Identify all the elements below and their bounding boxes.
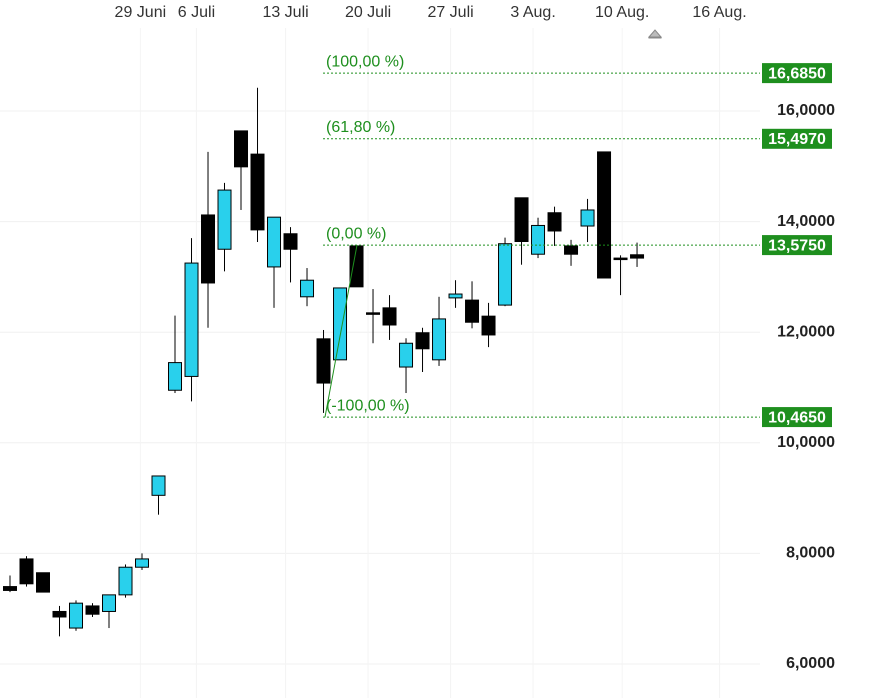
candle-body — [481, 315, 496, 336]
x-tick-label: 29 Juni — [115, 4, 167, 21]
x-tick-label: 3 Aug. — [510, 4, 555, 21]
candle-body — [36, 572, 51, 593]
candle-body — [19, 558, 34, 585]
x-tick-label: 16 Aug. — [692, 4, 746, 21]
candle-body — [366, 312, 381, 315]
candle-body — [349, 245, 364, 288]
candle-body — [316, 338, 331, 384]
scroll-marker — [647, 29, 663, 39]
candle-body — [151, 475, 166, 496]
fib-tag — [762, 63, 832, 84]
fib-label: (100,00 %) — [326, 53, 404, 70]
candle-body — [118, 566, 133, 596]
candle-body — [613, 257, 628, 261]
candle-body — [630, 254, 645, 259]
fib-value: 15,4970 — [768, 131, 826, 148]
fib-label: (-100,00 %) — [326, 397, 410, 414]
candle-body — [217, 189, 232, 250]
fib-value: 13,5750 — [768, 237, 826, 254]
y-tick-label: 12,0000 — [777, 323, 835, 340]
candle-body — [564, 245, 579, 255]
candle-body — [234, 130, 249, 168]
candle-body — [531, 224, 546, 255]
fib-label: (61,80 %) — [326, 119, 395, 136]
y-tick-label: 6,0000 — [786, 655, 835, 672]
candle-body — [333, 287, 348, 361]
y-tick-label: 10,0000 — [777, 434, 835, 451]
fib-tag — [762, 407, 832, 428]
candle-body — [283, 233, 298, 250]
x-tick-label: 10 Aug. — [595, 4, 649, 21]
candle-body — [52, 610, 67, 618]
fib-value: 16,6850 — [768, 65, 826, 82]
fib-value: 10,4650 — [768, 409, 826, 426]
grid — [0, 28, 760, 698]
candle-body — [2, 586, 17, 591]
candle-body — [168, 362, 183, 391]
candle-body — [498, 243, 513, 306]
y-tick-label: 8,0000 — [786, 545, 835, 562]
candle-body — [69, 602, 84, 629]
candle-body — [85, 605, 100, 615]
candle-body — [432, 318, 447, 361]
y-tick-label: 16,0000 — [777, 102, 835, 119]
candle-body — [382, 307, 397, 326]
candle-body — [580, 209, 595, 227]
y-tick-label: 14,0000 — [777, 213, 835, 230]
fib-label: (0,00 %) — [326, 225, 386, 242]
candle-body — [201, 214, 216, 284]
x-tick-label: 20 Juli — [345, 4, 391, 21]
candle-body — [135, 558, 150, 568]
fib-tag — [762, 128, 832, 149]
fib-tag — [762, 235, 832, 256]
x-tick-label: 6 Juli — [178, 4, 215, 21]
candle-body — [597, 151, 612, 279]
candle-body — [184, 262, 199, 377]
candle-body — [300, 279, 315, 298]
candle-body — [547, 212, 562, 232]
candle-body — [514, 197, 529, 242]
candle-body — [250, 153, 265, 231]
x-tick-label: 13 Juli — [262, 4, 308, 21]
x-tick-label: 27 Juli — [427, 4, 473, 21]
candle-body — [448, 293, 463, 299]
candle-body — [399, 342, 414, 368]
candle-body — [415, 332, 430, 350]
candle-body — [465, 299, 480, 323]
candle-body — [102, 594, 117, 612]
candle-body — [267, 216, 282, 268]
fib-trend — [324, 244, 358, 418]
